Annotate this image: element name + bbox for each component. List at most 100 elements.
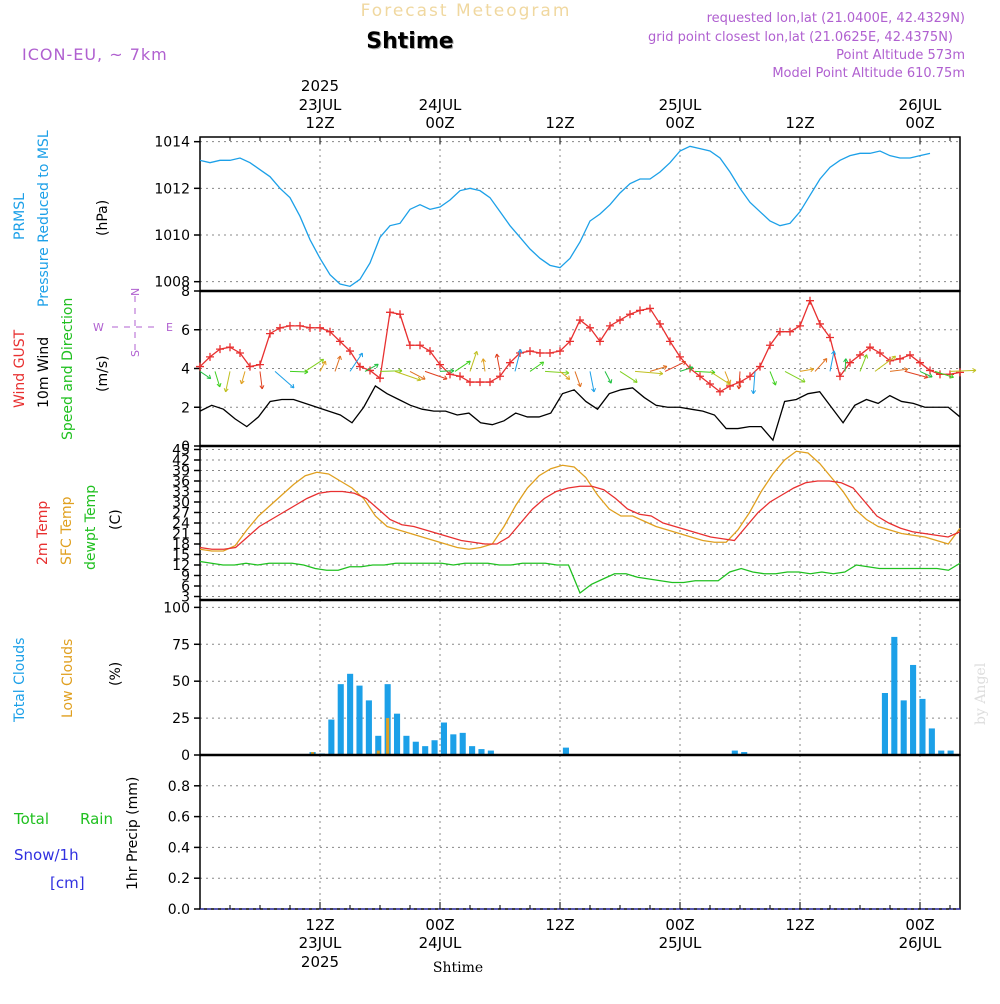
y-tick-label: 0: [181, 439, 190, 455]
plot-layer: 1008101010121014024683691215182124273033…: [154, 77, 977, 971]
gust-marker: [206, 352, 214, 361]
total-cloud-bar: [910, 664, 917, 755]
chart-title: Forecast Meteogram: [361, 1, 572, 21]
gust-marker: [506, 358, 514, 367]
y-tick-label: 6: [181, 323, 190, 339]
bottom-date-label: 23JUL: [299, 934, 342, 952]
gust-marker: [556, 347, 564, 356]
gust-marker: [806, 296, 814, 305]
wind-arrow: [829, 350, 835, 372]
total-clouds-label: Total Clouds: [12, 638, 28, 723]
y-tick-label: 24: [172, 516, 190, 532]
wind-arrow: [634, 370, 663, 375]
y-tick-label: 1012: [154, 181, 190, 197]
wind-arrow-head: [223, 388, 229, 393]
y-tick-label: 0: [181, 748, 190, 764]
bottom-hour-label: 12Z: [305, 916, 334, 934]
wind-arrow-head: [374, 363, 379, 369]
bottom-hour-label: 12Z: [545, 916, 574, 934]
wind-arrow: [379, 370, 403, 372]
wind-unit-label: (m/s): [95, 355, 111, 392]
wind-arrow-head: [259, 385, 265, 390]
wind-arrow-head: [831, 350, 837, 355]
wind-arrow-head: [443, 375, 448, 381]
gust-marker: [216, 345, 224, 354]
y-tick-label: 15: [172, 548, 190, 564]
wind-arrow: [274, 371, 295, 389]
wind-arrow-head: [216, 382, 222, 388]
top-date-label: 25JUL: [659, 96, 702, 114]
wind-arrow-head: [416, 376, 422, 382]
top-hour-label: 12Z: [545, 114, 574, 132]
y-tick-label: 0.6: [168, 810, 190, 826]
compass-north: N: [129, 288, 142, 296]
gust-marker: [636, 306, 644, 315]
point-altitude: Point Altitude 573m: [836, 48, 965, 63]
pressure-panel: 1008 1010 1012 1014: [154, 135, 961, 292]
wind-dir-label: Speed and Direction: [60, 298, 76, 440]
wind-arrow-head: [800, 378, 806, 383]
wind-arrow-head: [949, 373, 954, 379]
top-hour-label: 00Z: [665, 114, 694, 132]
gust-marker: [956, 368, 964, 377]
wind-arrow: [409, 370, 426, 380]
y-tick-label: 50: [172, 674, 190, 690]
pressure-msl-label: Pressure Reduced to MSL: [36, 130, 52, 307]
dewpt-label: dewpt Temp: [83, 485, 99, 570]
top-date-label: 24JUL: [419, 96, 462, 114]
total-cloud-bar: [731, 750, 738, 755]
wind-arrow: [439, 370, 454, 372]
top-hour-label: 00Z: [905, 114, 934, 132]
rain-total-label: Total: [13, 810, 49, 828]
y-tick-label: 3: [181, 590, 190, 606]
wind-arrow-head: [319, 358, 325, 364]
total-cloud-bar: [403, 735, 410, 755]
gust-marker: [436, 360, 444, 369]
snow-label: Snow/1h: [14, 846, 79, 864]
wind-arrow: [649, 365, 668, 372]
y-tick-label: 30: [172, 495, 190, 511]
wind-arrow-head: [659, 370, 664, 376]
wind-arrow-head: [239, 379, 245, 385]
gust-marker: [926, 366, 934, 375]
gust-marker: [456, 372, 464, 381]
y-tick-label: 0.4: [168, 840, 190, 856]
gust-marker: [266, 329, 274, 338]
wind-arrow: [199, 370, 212, 380]
gust-marker: [836, 372, 844, 381]
gust-marker: [856, 350, 864, 359]
wind-arrow: [814, 358, 828, 372]
total-cloud-bar: [422, 746, 429, 755]
gust-marker: [866, 343, 874, 352]
bottom-year-label: 2025: [301, 953, 339, 971]
wind-arrow: [619, 370, 638, 383]
total-cloud-bar: [469, 746, 476, 755]
wind-arrow-head: [923, 374, 929, 379]
total-cloud-bar: [337, 684, 344, 755]
total-cloud-bar: [365, 700, 372, 755]
wind-arrow: [394, 370, 421, 381]
gust-marker: [796, 321, 804, 330]
total-cloud-bar: [891, 636, 898, 755]
wind-arrow: [529, 361, 544, 372]
pressure-line: [199, 145, 931, 288]
gust-marker: [596, 337, 604, 346]
dewpoint-line: [199, 560, 961, 595]
gust-marker: [646, 304, 654, 313]
wind-arrow: [364, 363, 379, 372]
y-tick-label: 1008: [154, 275, 190, 291]
total-cloud-bar: [928, 728, 935, 755]
wind-arrow: [589, 371, 595, 393]
gust-marker: [916, 358, 924, 367]
wind-arrow-head: [972, 368, 977, 374]
y-tick-label: 0.8: [168, 779, 190, 795]
wind-arrow: [709, 370, 731, 385]
total-cloud-bar: [347, 673, 354, 755]
wind-arrow-head: [450, 368, 455, 374]
wind-arrow: [724, 371, 731, 384]
clouds-panel: 0 25 50 75 100: [163, 599, 961, 764]
gust-marker: [546, 349, 554, 357]
top-hour-label: 00Z: [425, 114, 454, 132]
gust-marker: [766, 341, 774, 350]
